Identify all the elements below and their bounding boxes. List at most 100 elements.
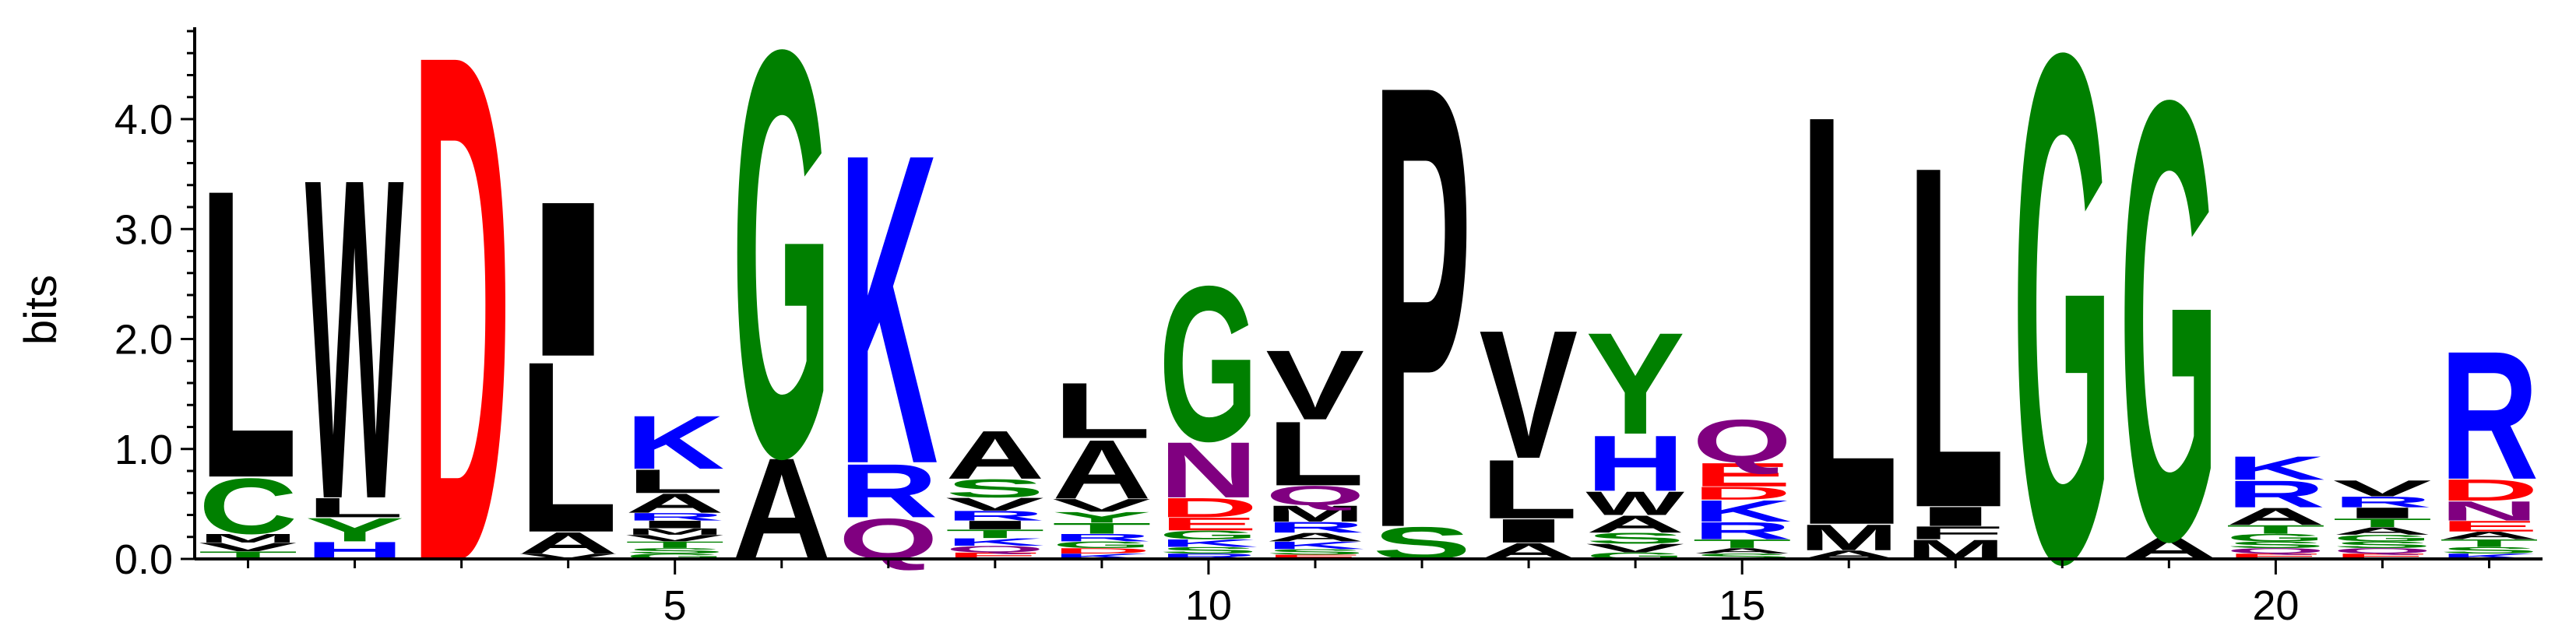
logo-glyph-8-S: S [945,474,1044,503]
logo-glyph-9-A: A [1052,423,1151,516]
logo-glyph-14-S: S [1585,529,1684,546]
logo-glyph-1-C: C [199,462,297,551]
logo-glyph-20-A: A [2226,503,2325,530]
x-tick-label: 10 [1185,582,1232,629]
logo-glyph-1-M: M [199,532,297,545]
logo-glyph-21-I: I [2333,504,2432,522]
logo-glyph-16-M: M [1799,517,1898,557]
y-axis-title: bits [16,275,66,345]
logo-glyph-22-K: K [2440,552,2539,560]
logo-glyph-5-V: V [625,533,724,543]
logo-glyph-11-A: A [1265,530,1364,544]
logo-glyph-4-V: V [519,552,618,560]
logo-glyph-5-I: I [625,518,724,530]
logo-glyph-11-K: K [1265,539,1364,551]
logo-glyph-4-I: I [519,155,618,402]
y-tick-label: 1.0 [114,427,173,473]
logo-glyph-17-L: L [1906,65,2005,611]
logo-glyph-11-L: L [1265,402,1364,504]
logo-glyph-8-V: V [945,494,1044,514]
logo-glyph-18-G: G [2013,0,2112,636]
logo-glyph-10-N: N [1159,426,1258,515]
logo-glyph-14-V: V [1585,541,1684,555]
chart-axes: 0.0 1.0 2.0 3.0 4.0 5 10 15 20 [114,27,2543,629]
logo-glyph-22-N: N [2440,496,2539,526]
logo-glyph-8-R: R [945,508,1044,524]
logo-glyph-13-I: I [1479,512,1578,550]
logo-glyph-15-Q: Q [1692,407,1791,475]
logo-glyph-15-S: S [1692,552,1791,560]
logo-glyph-10-G: G [1159,241,1258,487]
logo-glyph-11-V: V [1265,330,1364,441]
logo-glyph-9-G: G [1052,539,1151,550]
logo-glyph-10-G: G [1159,528,1258,542]
logo-glyph-19-G: G [2120,0,2219,636]
y-tick-label: 4.0 [114,97,173,143]
x-tick-label: 15 [1719,582,1765,629]
logo-glyph-20-S: S [2226,539,2325,550]
logo-glyph-14-Y: Y [1585,302,1684,464]
logo-glyph-22-A: A [2440,529,2539,541]
logo-glyph-2-Y: Y [305,511,404,549]
logo-glyph-17-I: I [1906,501,2005,532]
logo-glyph-5-G: G [625,552,724,560]
logo-glyph-12-P: P [1372,0,1471,636]
logo-glyph-21-G: G [2333,533,2432,543]
logo-glyph-22-S: S [2440,545,2539,555]
logo-glyph-21-S: S [2333,539,2432,550]
logo-glyph-10-S: S [1159,545,1258,555]
logo-glyph-5-L: L [625,462,724,500]
logo-glyph-20-K: K [2226,450,2325,487]
logo-glyph-16-L: L [1799,0,1898,636]
logo-glyph-14-W: W [1585,485,1684,522]
logo-glyph-9-D: D [1052,546,1151,555]
logo-glyph-9-Y: Y [1052,509,1151,526]
logo-glyph-11-Q: Q [1265,480,1364,511]
x-tick-label: 5 [663,582,687,629]
logo-glyph-20-Q: Q [2226,546,2325,555]
logo-glyph-4-L: L [519,311,618,584]
logo-glyph-8-A: A [945,416,1044,494]
logo-glyph-22-E: E [2440,518,2539,535]
logo-glyph-20-G: G [2226,532,2325,543]
logo-glyph-10-E: E [1159,514,1258,534]
logo-glyph-15-T: T [1692,537,1791,551]
logo-glyph-5-M: M [625,526,724,536]
logo-glyph-1-L: L [199,104,297,564]
logo-glyph-22-D: D [2440,473,2539,508]
logo-glyph-22-R: R [2440,314,2539,518]
logo-glyph-5-T: T [625,539,724,550]
y-tick-label: 2.0 [114,317,173,364]
logo-glyph-8-K: K [945,536,1044,548]
logo-glyph-10-R: R [1159,552,1258,560]
logo-glyph-15-K: K [1692,494,1791,529]
logo-glyph-2-W: W [305,84,405,595]
logo-glyph-10-D: D [1159,492,1258,522]
logo-glyph-9-K: K [1052,552,1151,560]
logo-glyph-7-K: K [839,62,938,557]
logo-glyph-13-L: L [1479,443,1578,536]
logo-glyph-20-E: E [2226,552,2325,560]
logo-glyph-5-S: S [625,546,724,555]
logo-glyph-5-A: A [625,488,724,518]
logo-glyph-9-V: V [1052,495,1151,515]
logo-glyph-21-A: A [2333,525,2432,537]
logo-glyph-11-R: R [1265,518,1364,536]
logo-glyph-15-R: R [1692,517,1791,544]
logo-glyph-17-F: F [1906,522,2005,543]
logo-glyph-1-V: V [199,540,297,554]
logo-glyph-15-A: A [1692,546,1791,555]
logo-glyph-15-D: D [1692,483,1791,503]
logo-glyph-2-L: L [305,492,404,522]
logo-glyph-14-A: A [1585,511,1684,538]
logo-glyph-21-Q: Q [2333,546,2432,555]
logo-glyph-9-R: R [1052,532,1151,543]
y-tick-label: 3.0 [114,206,173,253]
logo-glyph-11-S: S [1265,548,1364,557]
logo-glyph-9-T: T [1052,520,1151,537]
logo-glyph-7-R: R [839,448,938,533]
logo-glyph-10-K: K [1159,537,1258,549]
logo-glyph-11-M: M [1265,501,1364,527]
